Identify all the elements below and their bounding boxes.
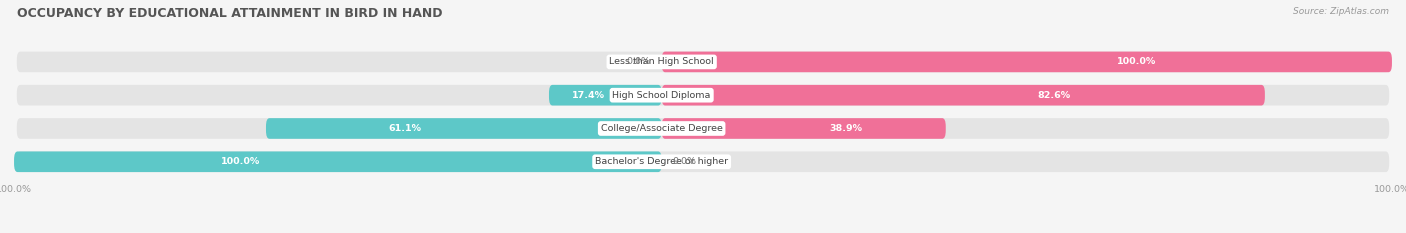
FancyBboxPatch shape xyxy=(17,151,1389,172)
Text: 38.9%: 38.9% xyxy=(830,124,863,133)
Text: Less than High School: Less than High School xyxy=(609,57,714,66)
Text: Bachelor's Degree or higher: Bachelor's Degree or higher xyxy=(595,157,728,166)
FancyBboxPatch shape xyxy=(662,85,1265,106)
FancyBboxPatch shape xyxy=(662,118,946,139)
Text: College/Associate Degree: College/Associate Degree xyxy=(600,124,723,133)
Text: 100.0%: 100.0% xyxy=(1116,57,1156,66)
Text: Source: ZipAtlas.com: Source: ZipAtlas.com xyxy=(1294,7,1389,16)
FancyBboxPatch shape xyxy=(17,85,1389,106)
Text: 82.6%: 82.6% xyxy=(1038,91,1070,100)
Text: 17.4%: 17.4% xyxy=(572,91,605,100)
Text: 100.0%: 100.0% xyxy=(221,157,260,166)
FancyBboxPatch shape xyxy=(14,151,662,172)
FancyBboxPatch shape xyxy=(662,51,1392,72)
Text: 0.0%: 0.0% xyxy=(672,157,697,166)
FancyBboxPatch shape xyxy=(17,118,1389,139)
FancyBboxPatch shape xyxy=(548,85,662,106)
Text: OCCUPANCY BY EDUCATIONAL ATTAINMENT IN BIRD IN HAND: OCCUPANCY BY EDUCATIONAL ATTAINMENT IN B… xyxy=(17,7,443,20)
FancyBboxPatch shape xyxy=(17,51,1389,72)
Text: 0.0%: 0.0% xyxy=(627,57,651,66)
Text: 61.1%: 61.1% xyxy=(388,124,420,133)
FancyBboxPatch shape xyxy=(266,118,662,139)
Text: High School Diploma: High School Diploma xyxy=(613,91,711,100)
